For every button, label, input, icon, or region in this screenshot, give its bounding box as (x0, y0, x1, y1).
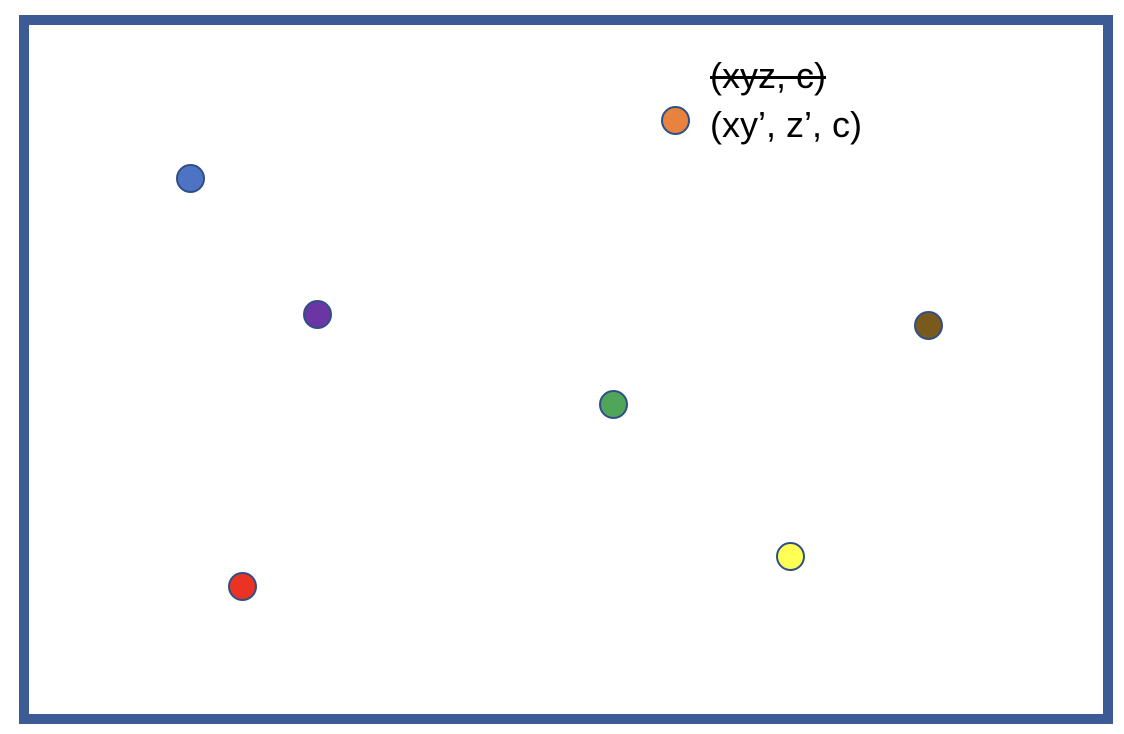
orange-point (661, 106, 690, 135)
current-label: (xy’, z’, c) (710, 104, 862, 145)
yellow-point (776, 542, 805, 571)
purple-point (303, 300, 332, 329)
struck-label: (xyz, c) (710, 55, 826, 96)
red-point (228, 572, 257, 601)
blue-point (176, 164, 205, 193)
green-point (599, 390, 628, 419)
diagram-frame (19, 15, 1113, 724)
brown-point (914, 311, 943, 340)
